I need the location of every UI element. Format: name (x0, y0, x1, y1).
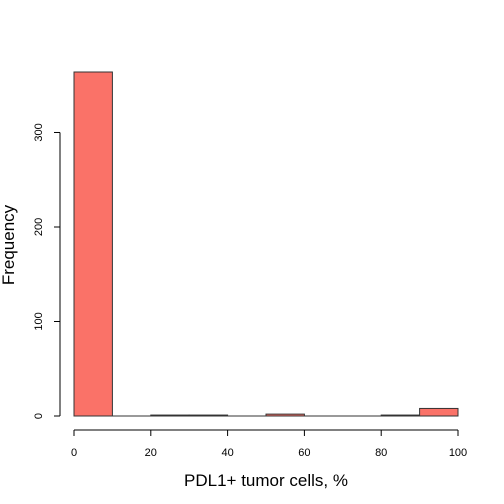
y-axis-title: Frequency (0, 204, 18, 285)
histogram-bar (380, 414, 421, 417)
x-tick-label: 0 (71, 447, 77, 459)
histogram-bar (188, 414, 229, 417)
x-axis-title: PDL1+ tumor cells, % (184, 471, 348, 490)
y-axis: 0 100 200 300 (33, 123, 61, 419)
y-tick-label: 100 (33, 312, 45, 330)
x-tick-label: 20 (145, 447, 157, 459)
histogram-bar (265, 413, 305, 417)
x-tick-label: 40 (221, 447, 233, 459)
bars-group (73, 71, 459, 417)
y-tick-label: 0 (33, 413, 45, 419)
y-tick-label: 300 (33, 123, 45, 141)
x-tick-label: 100 (449, 447, 467, 459)
histogram-bar (419, 407, 459, 417)
y-tick-label: 200 (33, 218, 45, 236)
x-axis: 0 20 40 60 80 100 (71, 429, 467, 459)
x-tick-label: 80 (375, 447, 387, 459)
x-tick-label: 60 (298, 447, 310, 459)
histogram-bar (73, 71, 113, 417)
histogram-bar (150, 414, 190, 417)
